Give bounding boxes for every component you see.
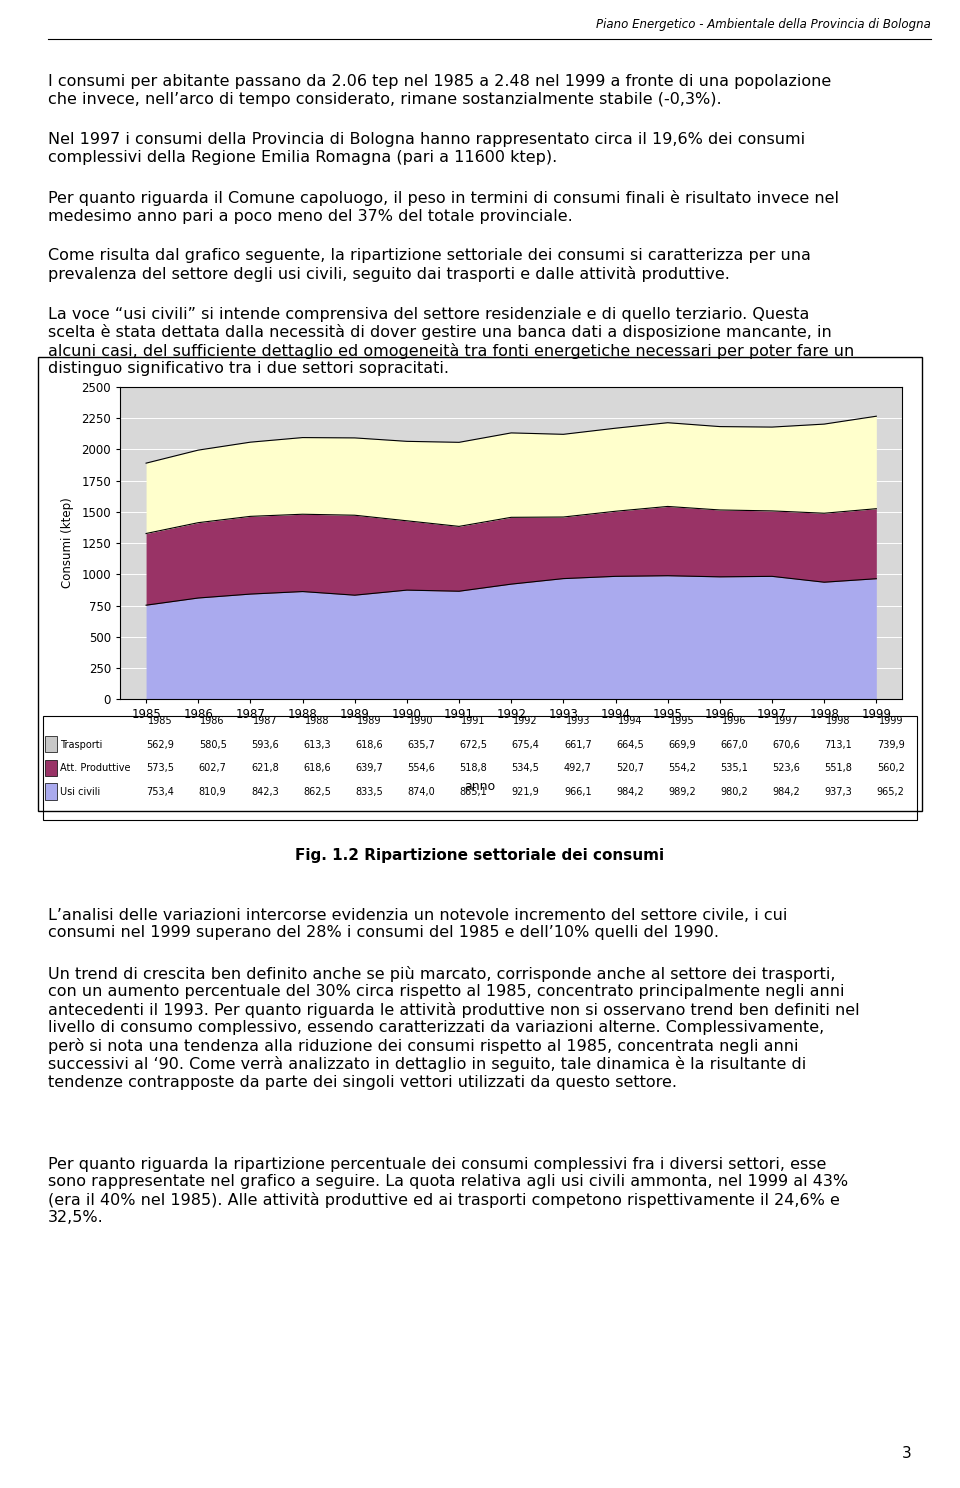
Text: Per quanto riguarda la ripartizione percentuale dei consumi complessivi fra i di: Per quanto riguarda la ripartizione perc… — [48, 1158, 848, 1225]
Text: 1994: 1994 — [617, 716, 642, 726]
Text: 669,9: 669,9 — [668, 740, 696, 750]
Text: 937,3: 937,3 — [825, 787, 852, 798]
Text: 560,2: 560,2 — [876, 763, 904, 774]
Text: 534,5: 534,5 — [512, 763, 540, 774]
Text: 613,3: 613,3 — [303, 740, 331, 750]
Text: 635,7: 635,7 — [407, 740, 435, 750]
Text: 664,5: 664,5 — [616, 740, 644, 750]
Text: 980,2: 980,2 — [720, 787, 748, 798]
Text: Usi civili: Usi civili — [60, 787, 101, 798]
Text: 966,1: 966,1 — [564, 787, 591, 798]
Text: 618,6: 618,6 — [303, 763, 331, 774]
Text: 739,9: 739,9 — [876, 740, 904, 750]
Text: 593,6: 593,6 — [251, 740, 278, 750]
Text: Fig. 1.2 Ripartizione settoriale dei consumi: Fig. 1.2 Ripartizione settoriale dei con… — [296, 848, 664, 863]
Text: 621,8: 621,8 — [251, 763, 278, 774]
Text: Piano Energetico - Ambientale della Provincia di Bologna: Piano Energetico - Ambientale della Prov… — [596, 18, 931, 31]
Text: 523,6: 523,6 — [773, 763, 801, 774]
Text: La voce “usi civili” si intende comprensiva del settore residenziale e di quello: La voce “usi civili” si intende comprens… — [48, 307, 854, 376]
Text: 810,9: 810,9 — [199, 787, 227, 798]
Text: Un trend di crescita ben definito anche se più marcato, corrisponde anche al set: Un trend di crescita ben definito anche … — [48, 966, 859, 1089]
Text: 862,5: 862,5 — [303, 787, 331, 798]
Text: 984,2: 984,2 — [773, 787, 801, 798]
Text: 580,5: 580,5 — [199, 740, 227, 750]
Text: 562,9: 562,9 — [147, 740, 175, 750]
Text: 1990: 1990 — [409, 716, 434, 726]
Text: 1997: 1997 — [774, 716, 799, 726]
Text: 551,8: 551,8 — [825, 763, 852, 774]
Text: 518,8: 518,8 — [460, 763, 488, 774]
Text: I consumi per abitante passano da 2.06 tep nel 1985 a 2.48 nel 1999 a fronte di : I consumi per abitante passano da 2.06 t… — [48, 74, 831, 107]
Text: Trasporti: Trasporti — [60, 740, 103, 750]
Text: 965,2: 965,2 — [876, 787, 904, 798]
Text: 1987: 1987 — [252, 716, 277, 726]
Text: 639,7: 639,7 — [355, 763, 383, 774]
Text: 1992: 1992 — [514, 716, 538, 726]
Text: 667,0: 667,0 — [720, 740, 748, 750]
Text: 989,2: 989,2 — [668, 787, 696, 798]
Text: 3: 3 — [902, 1446, 912, 1461]
Text: 670,6: 670,6 — [773, 740, 801, 750]
Text: 554,2: 554,2 — [668, 763, 696, 774]
Text: 661,7: 661,7 — [564, 740, 591, 750]
Text: 554,6: 554,6 — [407, 763, 435, 774]
Text: Att. Produttive: Att. Produttive — [60, 763, 131, 774]
Text: 1993: 1993 — [565, 716, 590, 726]
Text: Nel 1997 i consumi della Provincia di Bologna hanno rappresentato circa il 19,6%: Nel 1997 i consumi della Provincia di Bo… — [48, 132, 805, 165]
Text: 1985: 1985 — [148, 716, 173, 726]
Text: 921,9: 921,9 — [512, 787, 540, 798]
Text: 1986: 1986 — [201, 716, 225, 726]
Text: 618,6: 618,6 — [355, 740, 383, 750]
Text: 865,1: 865,1 — [460, 787, 488, 798]
Text: 1989: 1989 — [357, 716, 381, 726]
Text: 1999: 1999 — [878, 716, 903, 726]
Text: 672,5: 672,5 — [460, 740, 488, 750]
Text: 833,5: 833,5 — [355, 787, 383, 798]
Text: 1988: 1988 — [304, 716, 329, 726]
Text: 753,4: 753,4 — [147, 787, 175, 798]
Text: 1991: 1991 — [461, 716, 486, 726]
Text: 675,4: 675,4 — [512, 740, 540, 750]
Text: 874,0: 874,0 — [407, 787, 435, 798]
Text: 573,5: 573,5 — [147, 763, 175, 774]
Text: L’analisi delle variazioni intercorse evidenzia un notevole incremento del setto: L’analisi delle variazioni intercorse ev… — [48, 908, 787, 940]
Text: 535,1: 535,1 — [720, 763, 748, 774]
Text: 1996: 1996 — [722, 716, 747, 726]
Text: 520,7: 520,7 — [616, 763, 644, 774]
Text: 492,7: 492,7 — [564, 763, 591, 774]
Text: 842,3: 842,3 — [251, 787, 278, 798]
Y-axis label: Consumi (ktep): Consumi (ktep) — [61, 498, 74, 588]
Text: 1995: 1995 — [670, 716, 694, 726]
Text: Come risulta dal grafico seguente, la ripartizione settoriale dei consumi si car: Come risulta dal grafico seguente, la ri… — [48, 248, 811, 283]
Text: anno: anno — [465, 780, 495, 793]
Text: 1998: 1998 — [827, 716, 851, 726]
Text: 602,7: 602,7 — [199, 763, 227, 774]
Text: 713,1: 713,1 — [825, 740, 852, 750]
Text: 984,2: 984,2 — [616, 787, 644, 798]
Text: Per quanto riguarda il Comune capoluogo, il peso in termini di consumi finali è : Per quanto riguarda il Comune capoluogo,… — [48, 190, 839, 223]
